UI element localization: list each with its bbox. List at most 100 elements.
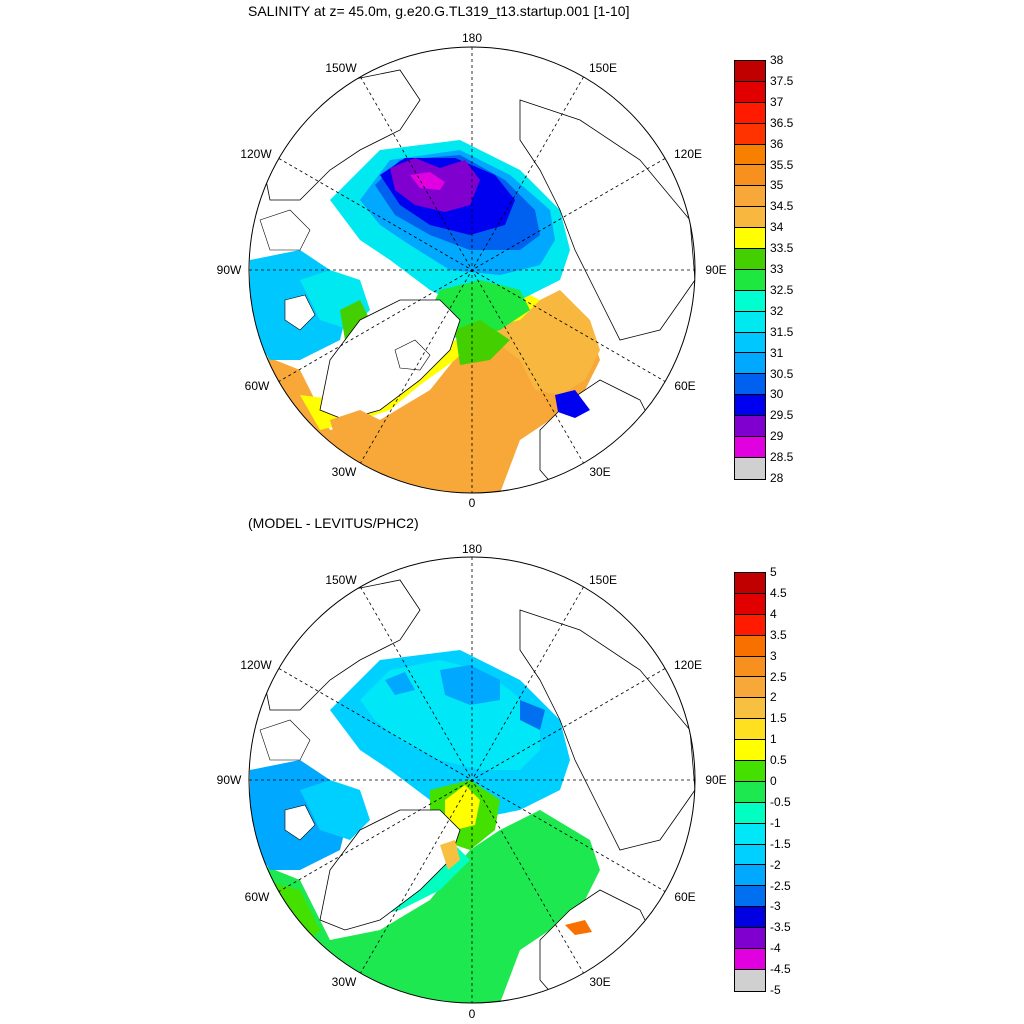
salinity-tick-label: 36.5 (770, 115, 794, 130)
salinity-swatch-1 (735, 81, 765, 103)
difference-swatch-2 (735, 614, 765, 636)
salinity-tick-label: 28 (770, 471, 784, 485)
difference-swatch-1 (735, 593, 765, 615)
p2-lon-60w: 60W (244, 890, 270, 904)
difference-swatch-13 (735, 844, 765, 866)
p2-lon-150w: 150W (325, 573, 357, 587)
difference-swatch-5 (735, 677, 765, 699)
difference-tick-label: 5 (770, 565, 777, 579)
difference-swatch-3 (735, 635, 765, 657)
difference-swatch-7 (735, 719, 765, 741)
p2-lon-120e: 120E (673, 658, 703, 672)
salinity-swatch-12 (735, 311, 765, 333)
difference-tick-label: -5 (770, 983, 781, 997)
difference-swatch-4 (735, 656, 765, 678)
salinity-swatch-8 (735, 228, 765, 250)
p1-lon-150e: 150E (588, 61, 618, 75)
difference-swatch-17 (735, 928, 765, 950)
siberia (519, 99, 695, 341)
p1-lon-120e: 120E (673, 147, 703, 161)
salinity-tick-label: 31.5 (770, 324, 794, 339)
difference-tick-label: 3 (770, 648, 777, 663)
salinity-tick-label: 32 (770, 303, 784, 318)
p1-lon-0: 0 (468, 496, 476, 510)
difference-tick-label: 3.5 (770, 627, 787, 642)
salinity-swatch-18 (735, 437, 765, 458)
salinity-swatch-9 (735, 249, 765, 270)
difference-tick-label: 4.5 (770, 585, 787, 600)
p2-lon-150e: 150E (588, 573, 618, 587)
p2-lon-30e: 30E (589, 975, 611, 989)
p2-lon-0: 0 (468, 1007, 476, 1021)
salinity-tick-label: 30 (770, 387, 784, 402)
difference-swatch-14 (735, 865, 765, 887)
salinity-swatch-2 (735, 102, 765, 124)
salinity-swatch-5 (735, 165, 765, 187)
difference-swatch-9 (735, 761, 765, 782)
salinity-tick-label: 34.5 (770, 199, 794, 214)
salinity-swatch-3 (735, 123, 765, 145)
salinity-tick-label: 31 (770, 345, 784, 360)
p2-lon-180: 180 (461, 542, 483, 556)
difference-tick-label: 0 (770, 774, 777, 788)
salinity-swatch-19 (735, 457, 765, 479)
p2-lon-60e: 60E (674, 890, 696, 904)
salinity-tick-label: 32.5 (770, 282, 794, 297)
p1-lon-90e: 90E (705, 263, 727, 277)
difference-tick-label: -1.5 (770, 836, 791, 851)
difference-tick-label: 2 (770, 690, 777, 705)
difference-swatch-19 (735, 969, 765, 991)
salinity-tick-label: 37 (770, 94, 784, 109)
p1-lon-30e: 30E (589, 465, 611, 479)
salinity-tick-label: 37.5 (770, 73, 794, 88)
salinity-swatch-13 (735, 332, 765, 354)
difference-tick-label: -1 (770, 815, 781, 830)
salinity-swatch-10 (735, 269, 765, 291)
p2-lon-90w: 90W (216, 773, 242, 787)
salinity-swatch-6 (735, 186, 765, 208)
difference-tick-label: -4.5 (770, 962, 791, 977)
salinity-swatch-14 (735, 353, 765, 375)
difference-swatch-8 (735, 740, 765, 762)
difference-tick-label: 1 (770, 732, 777, 747)
difference-tick-label: 4 (770, 606, 777, 621)
difference-colorbar (734, 572, 766, 992)
salinity-tick-label: 38 (770, 53, 784, 67)
salinity-swatch-11 (735, 290, 765, 312)
salinity-tick-label: 35.5 (770, 157, 794, 172)
difference-tick-label: 2.5 (770, 669, 787, 684)
difference-swatch-15 (735, 886, 765, 908)
salinity-swatch-0 (735, 61, 765, 82)
p1-lon-30w: 30W (331, 465, 357, 479)
difference-swatch-11 (735, 802, 765, 824)
difference-tick-label: -4 (770, 941, 781, 956)
salinity-colorbar (734, 60, 766, 480)
panel1-title: SALINITY at z= 45.0m, g.e20.G.TL319_t13.… (248, 3, 630, 19)
salinity-swatch-15 (735, 374, 765, 396)
salinity-tick-label: 28.5 (770, 450, 794, 465)
greenland (319, 299, 461, 421)
difference-swatch-18 (735, 949, 765, 970)
difference-swatch-6 (735, 698, 765, 720)
salinity-swatch-7 (735, 207, 765, 229)
panel1-grid (248, 46, 696, 494)
salinity-tick-label: 33 (770, 262, 784, 276)
difference-tick-label: -3.5 (770, 920, 791, 935)
panel2-grid (248, 556, 696, 1004)
difference-swatch-12 (735, 823, 765, 845)
salinity-tick-label: 33.5 (770, 241, 794, 256)
difference-tick-label: -0.5 (770, 794, 791, 809)
p1-lon-180: 180 (461, 31, 483, 45)
difference-tick-label: -2.5 (770, 878, 791, 893)
difference-tick-label: 1.5 (770, 711, 787, 726)
difference-swatch-16 (735, 907, 765, 929)
p2-lon-90e: 90E (705, 773, 727, 787)
p2-lon-120w: 120W (240, 658, 272, 672)
difference-tick-label: -3 (770, 899, 781, 914)
p2-lon-30w: 30W (331, 975, 357, 989)
salinity-tick-label: 29.5 (770, 408, 794, 423)
salinity-tick-label: 29 (770, 429, 784, 444)
difference-swatch-10 (735, 781, 765, 803)
p1-lon-60w: 60W (244, 379, 270, 393)
